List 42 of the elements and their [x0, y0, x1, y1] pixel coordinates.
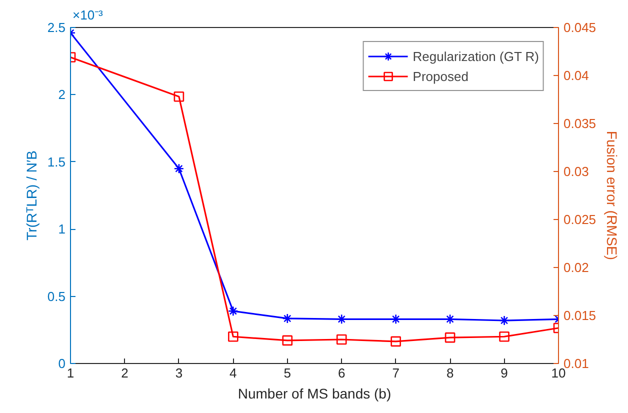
point	[499, 315, 510, 326]
y-tick-label: 0.5	[47, 288, 66, 304]
text: ×10⁻³	[72, 8, 104, 22]
y2-tick-label: 0.025	[564, 212, 596, 227]
y-tick-label: 2.5	[47, 20, 66, 35]
y2-tick-label: 0.02	[564, 260, 589, 275]
y2-tick-label: 0.015	[564, 308, 596, 323]
point	[390, 336, 401, 347]
x-tick-label: 4	[230, 366, 237, 380]
x-tick-label: 6	[338, 366, 346, 380]
point	[390, 314, 401, 324]
point	[336, 334, 347, 345]
y-tick-label: 0	[58, 356, 66, 371]
legend-label: Regularization (GT R)	[412, 48, 539, 64]
point	[444, 332, 456, 343]
x-tick-label: 8	[446, 366, 454, 380]
x-tick-label: 10	[551, 366, 566, 380]
y2-tick-label: 0.01	[564, 356, 589, 371]
x-tick-label: 2	[121, 366, 128, 380]
y2-tick-label: 0.035	[564, 116, 596, 131]
point	[174, 163, 184, 174]
y2-axis-title: Fusion error (RMSE)	[604, 130, 620, 260]
point	[174, 91, 184, 102]
y-tick-label: 2	[58, 87, 66, 102]
x-tick-label: 5	[284, 366, 292, 380]
y-tick-label: 1	[58, 222, 66, 237]
point	[499, 331, 510, 342]
y2-tick-label: 0.045	[564, 20, 596, 35]
y-tick-label: 1.5	[47, 154, 66, 170]
point	[228, 306, 238, 316]
x-tick-label: 9	[500, 366, 508, 380]
point	[282, 335, 293, 346]
y2-tick-label: 0.03	[564, 164, 589, 179]
x-tick-label: 7	[392, 366, 400, 380]
x-tick-label: 3	[175, 366, 183, 380]
point	[336, 314, 347, 324]
x-axis-title: Number of MS bands (b)	[238, 386, 392, 402]
y2-tick-label: 0.04	[564, 68, 589, 83]
point	[228, 331, 238, 342]
y-axis-title: Tr(RᵀLR) / N′B	[23, 150, 40, 240]
legend-label: Proposed	[412, 68, 468, 84]
point	[282, 313, 293, 324]
